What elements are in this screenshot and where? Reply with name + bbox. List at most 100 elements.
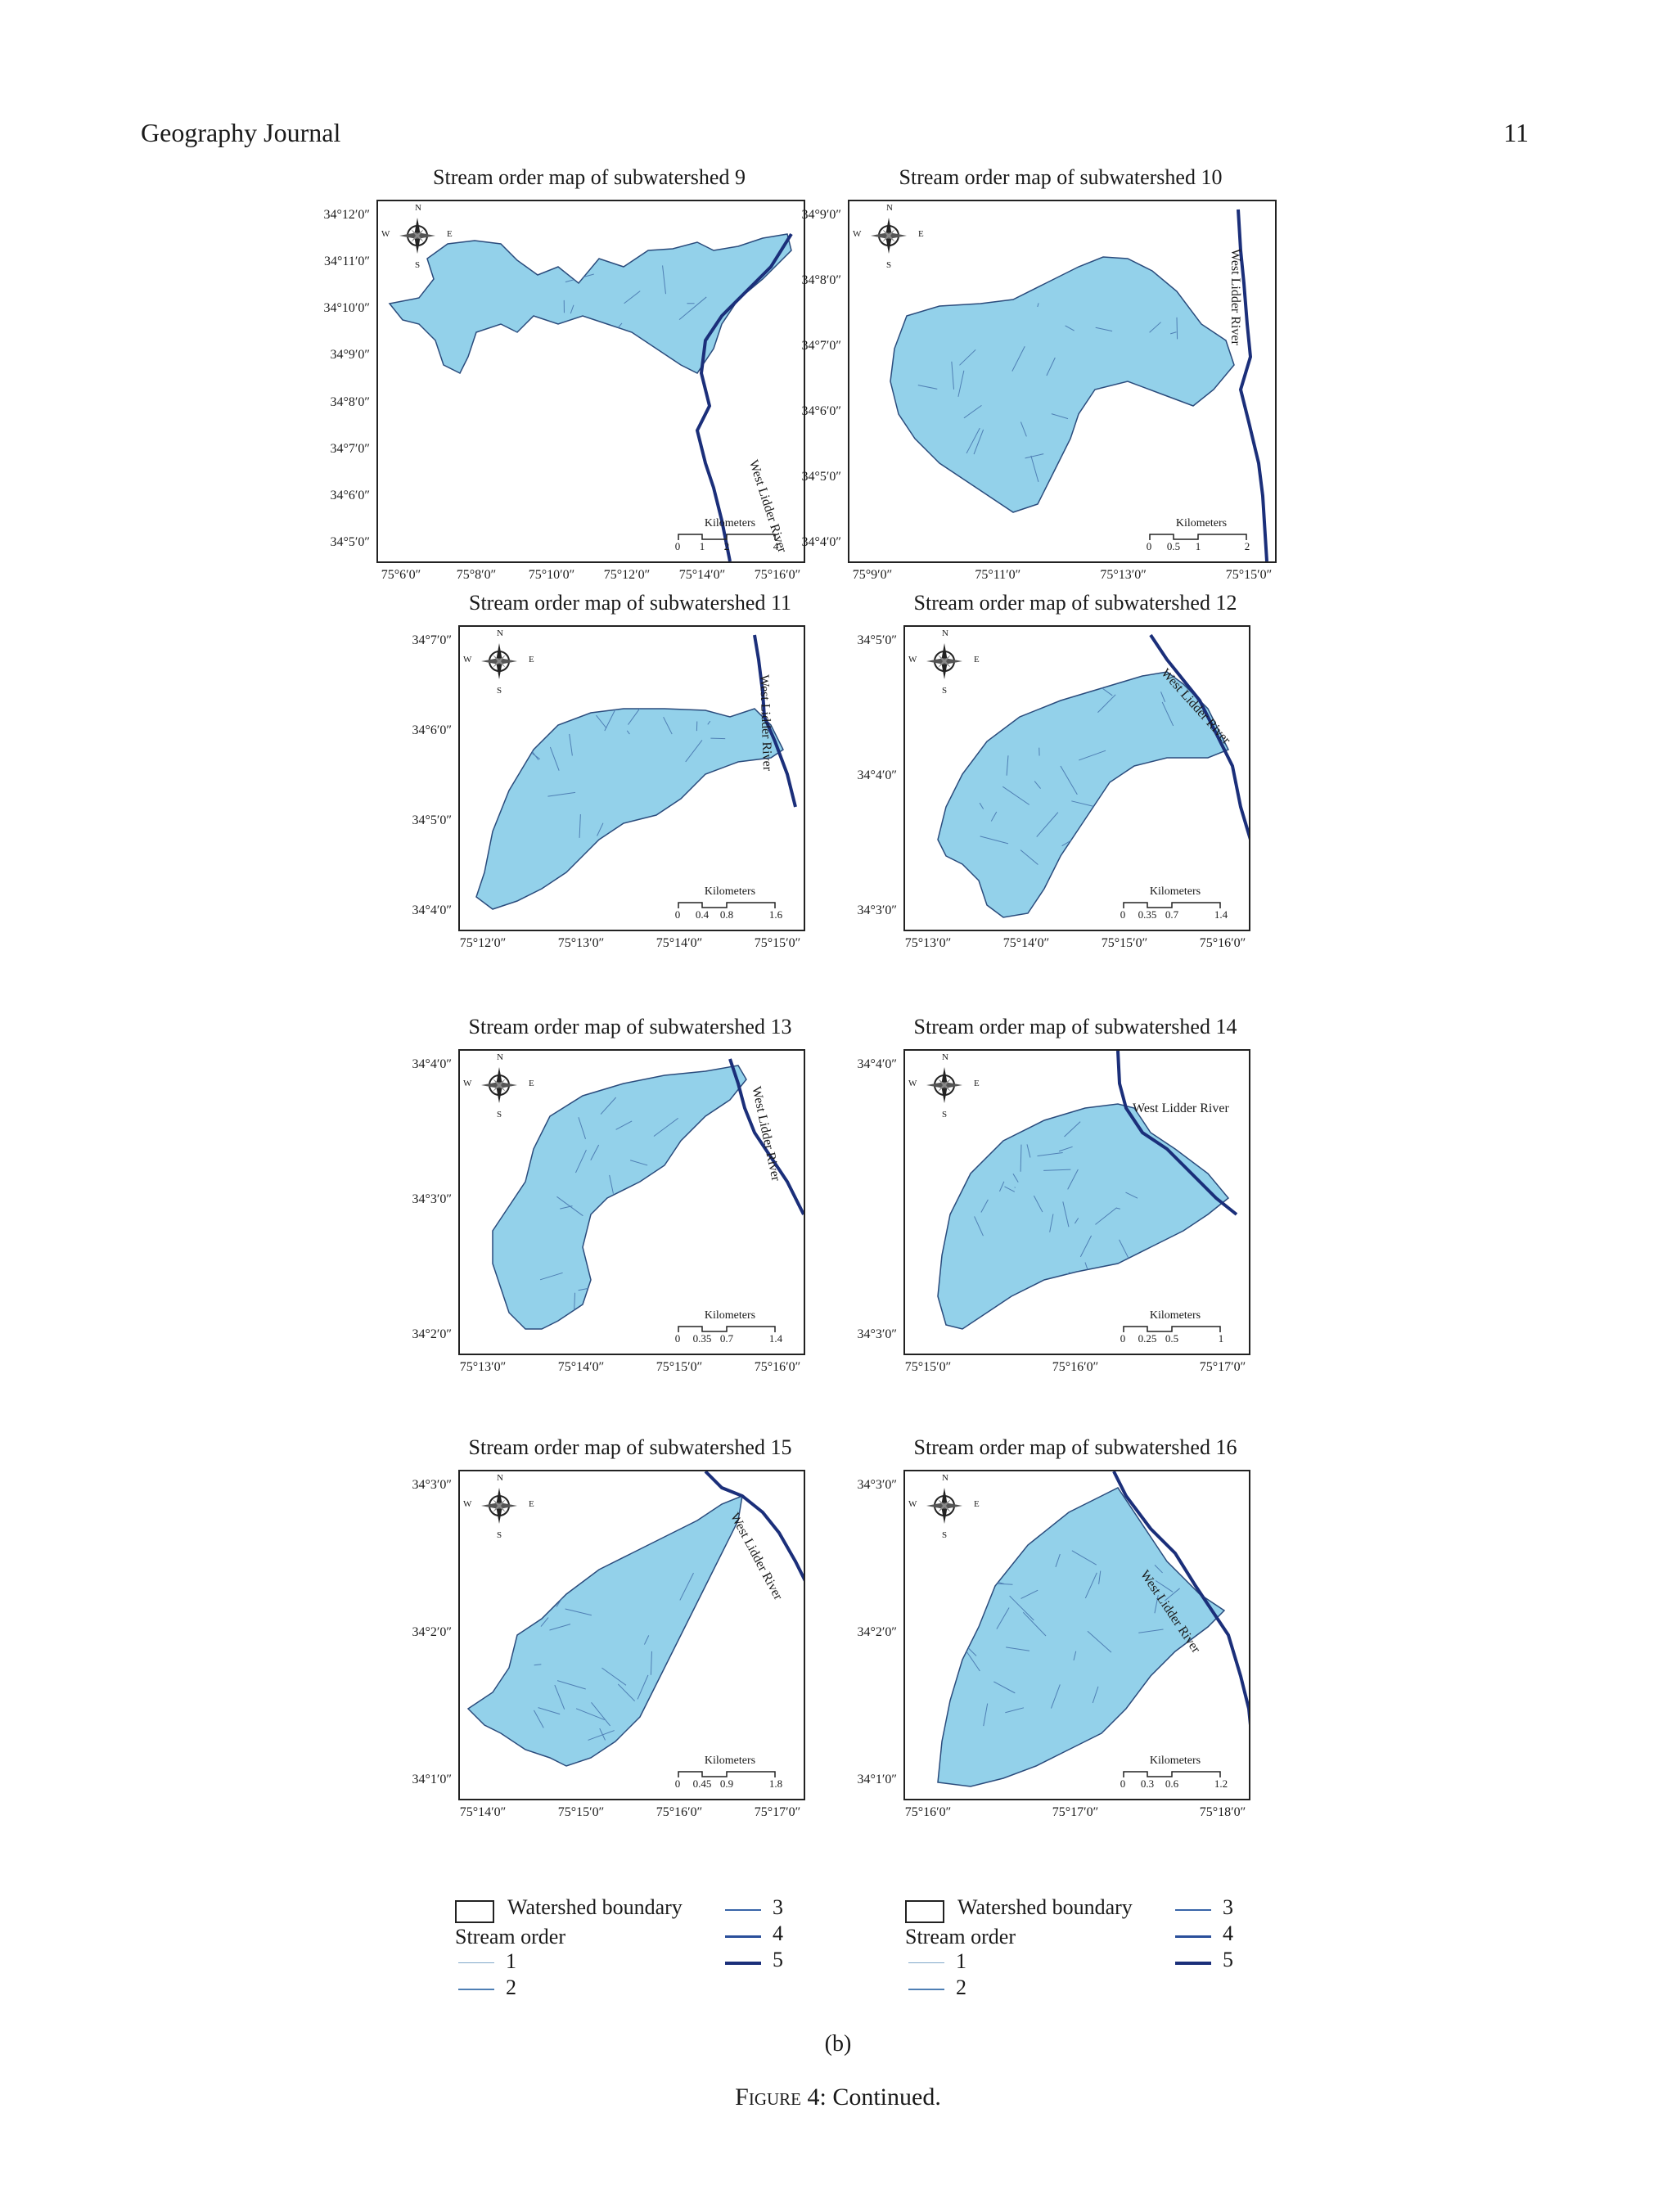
latitude-label: 34°3′0″ (857, 1327, 897, 1341)
latitude-label: 34°3′0″ (412, 1478, 452, 1492)
map-title: Stream order map of subwatershed 11 (469, 591, 791, 615)
scale-bar: Kilometers 0 0.25 0.5 1 (1118, 1309, 1232, 1345)
compass-w-label: W (908, 655, 917, 665)
caption-text: : Continued. (819, 2084, 941, 2111)
longitude-label: 75°16′0″ (1052, 1360, 1099, 1374)
scale-tick-label: 4 (773, 540, 779, 552)
compass-e-label: E (974, 1079, 980, 1088)
compass-s-label: S (942, 686, 948, 696)
longitude-label: 75°12′0″ (603, 568, 651, 582)
west-lidder-river-line (753, 634, 797, 808)
longitude-label: 75°17′0″ (1199, 1360, 1246, 1374)
longitude-label: 75°14′0″ (459, 1805, 507, 1819)
map-frame (903, 1470, 1250, 1800)
river-label: West Lidder River (1133, 1101, 1229, 1115)
scale-bar-graphic (678, 902, 776, 908)
legend-order-3-label: 3 (773, 1895, 783, 1919)
watershed-boundary (466, 1494, 743, 1767)
figure-caption: Figure 4: Continued. (0, 2084, 1676, 2111)
watershed-boundary (388, 233, 792, 375)
west-lidder-river-line (704, 1471, 804, 1582)
scale-tick-label: 0.9 (719, 1777, 734, 1790)
compass-w-label: W (463, 1079, 472, 1088)
scale-tick-label: 1 (1218, 1332, 1224, 1345)
scale-title: Kilometers (704, 517, 756, 529)
scale-bar: Kilometers 0 0.5 1 2 (1144, 517, 1259, 552)
legend-order-1-line (908, 1962, 944, 1963)
compass-rose-icon: N S W E (381, 203, 453, 270)
longitude-label: 75°16′0″ (904, 1805, 952, 1819)
compass-s-label: S (415, 260, 421, 270)
scale-tick-label: 2 (1244, 540, 1250, 552)
latitude-label: 34°4′0″ (857, 1057, 897, 1071)
watershed-boundary (475, 708, 784, 910)
compass-s-label: S (497, 686, 502, 696)
scale-tick-label: 0.45 (692, 1777, 712, 1790)
latitude-label: 34°7′0″ (801, 339, 841, 353)
compass-w-label: W (853, 229, 862, 239)
legend-boundary-label: Watershed boundary (507, 1895, 683, 1919)
river-label: West Lidder River (1228, 249, 1242, 345)
scale-tick-label: 2 (723, 540, 730, 552)
compass-s-label: S (497, 1530, 502, 1540)
compass-n-label: N (497, 1473, 503, 1483)
scale-bar: Kilometers 0 1 2 4 (673, 517, 787, 552)
scale-bar-graphic (1123, 1771, 1221, 1777)
longitude-label: 75°13′0″ (904, 936, 952, 950)
watershed-map (388, 232, 793, 561)
legend-order-5-label: 5 (1223, 1948, 1233, 1971)
scale-bar-graphic (678, 534, 776, 540)
scale-title: Kilometers (1175, 517, 1228, 529)
longitude-label: 75°6′0″ (381, 568, 421, 582)
longitude-label: 75°14′0″ (557, 1360, 605, 1374)
scale-title: Kilometers (704, 1309, 756, 1322)
compass-rose-icon: N S W E (463, 1473, 534, 1540)
map-frame (458, 1470, 805, 1800)
map-frame (458, 1049, 805, 1355)
watershed-map (937, 1051, 1238, 1330)
longitude-label: 75°15′0″ (656, 1360, 703, 1374)
watershed-boundary (890, 256, 1235, 513)
compass-rose-icon: N S W E (463, 628, 534, 696)
latitude-label: 34°4′0″ (857, 768, 897, 782)
scale-tick-label: 1.8 (768, 1777, 783, 1790)
compass-w-label: W (463, 655, 472, 665)
compass-n-label: N (497, 1052, 503, 1062)
compass-s-label: S (942, 1110, 948, 1120)
legend-boundary-swatch (905, 1900, 944, 1923)
longitude-label: 75°9′0″ (852, 568, 893, 582)
legend-order-1-line (458, 1962, 494, 1963)
longitude-label: 75°12′0″ (459, 936, 507, 950)
latitude-label: 34°3′0″ (857, 1478, 897, 1492)
scale-tick-label: 0 (674, 1777, 681, 1790)
scale-tick-label: 0.4 (695, 908, 710, 921)
compass-n-label: N (415, 203, 421, 213)
compass-n-label: N (886, 203, 893, 213)
latitude-label: 34°4′0″ (412, 903, 452, 917)
legend-order-4-line (1175, 1935, 1211, 1938)
scale-bar-graphic (1123, 1326, 1221, 1332)
compass-w-label: W (908, 1079, 917, 1088)
map-title: Stream order map of subwatershed 10 (899, 165, 1223, 189)
map-title: Stream order map of subwatershed 12 (913, 591, 1237, 615)
compass-s-label: S (497, 1110, 502, 1120)
longitude-label: 75°14′0″ (656, 936, 703, 950)
legend-boundary-label: Watershed boundary (957, 1895, 1133, 1919)
scale-tick-label: 0 (1120, 908, 1126, 921)
compass-e-label: E (529, 1079, 534, 1088)
scale-bar-graphic (678, 1771, 776, 1777)
legend-order-5-line (725, 1962, 761, 1965)
map-frame (376, 200, 805, 563)
legend-order-2-label: 2 (506, 1975, 516, 1999)
latitude-label: 34°8′0″ (330, 394, 370, 409)
legend-boundary-swatch (455, 1900, 494, 1923)
watershed-boundary (937, 1103, 1230, 1330)
legend-order-5-line (1175, 1962, 1211, 1965)
compass-s-label: S (942, 1530, 948, 1540)
scale-bar-graphic (1149, 534, 1247, 540)
scale-bar-graphic (678, 1326, 776, 1332)
scale-bar: Kilometers 0 0.45 0.9 1.8 (673, 1755, 787, 1790)
watershed-boundary (492, 1065, 747, 1330)
watershed-map (492, 1058, 804, 1330)
legend-stream-order-label: Stream order (905, 1925, 1016, 1948)
